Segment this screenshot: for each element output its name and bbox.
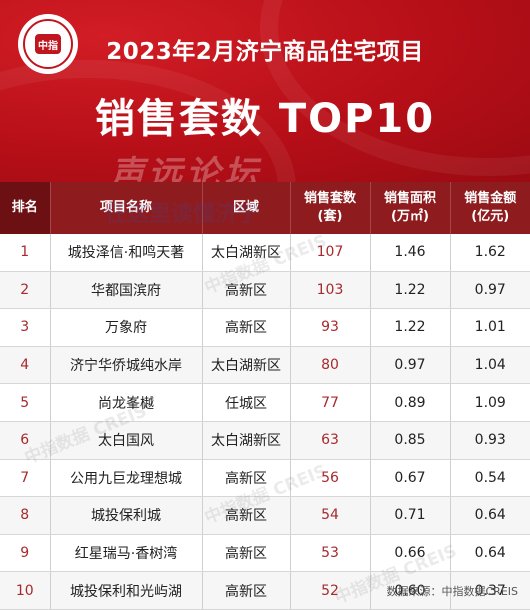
- district-cell: 高新区: [202, 459, 291, 498]
- units-sold-cell: 63: [290, 421, 371, 460]
- table-row: 8 城投保利城 高新区 54 0.71 0.64: [0, 496, 530, 535]
- project-name-cell: 公用九巨龙理想城: [50, 459, 203, 498]
- area-sold-cell: 0.85: [370, 421, 451, 460]
- header-banner: 中指 2023年2月济宁商品住宅项目 销售套数 TOP10 声远论坛: [0, 0, 530, 182]
- units-sold-cell: 77: [290, 383, 371, 422]
- rank-cell: 4: [0, 346, 51, 385]
- area-sold-cell: 1.22: [370, 271, 451, 310]
- district-cell: 高新区: [202, 271, 291, 310]
- project-name-cell: 华都国滨府: [50, 271, 203, 310]
- project-name-cell: 城投泽信·和鸣天著: [50, 234, 203, 272]
- amount-sold-cell: 0.97: [450, 271, 530, 310]
- district-cell: 高新区: [202, 308, 291, 347]
- amount-sold-cell: 1.09: [450, 383, 530, 422]
- logo-ring: 中指: [23, 19, 73, 69]
- rank-cell: 2: [0, 271, 51, 310]
- units-sold-cell: 80: [290, 346, 371, 385]
- title-line1: 2023年2月济宁商品住宅项目: [106, 39, 424, 65]
- project-name-cell: 城投保利城: [50, 496, 203, 535]
- data-source: 数据来源：中指数据CREIS: [386, 585, 519, 598]
- units-sold-cell: 54: [290, 496, 371, 535]
- table-header-row: 排名 项目名称 区域 销售套数 (套) 销售面积 (万㎡) 销售金额 (亿元): [0, 182, 530, 234]
- sales-table: 排名 项目名称 区域 销售套数 (套) 销售面积 (万㎡) 销售金额 (亿元) 1 城投泽信…: [0, 182, 530, 610]
- area-sold-cell: 1.22: [370, 308, 451, 347]
- amount-sold-cell: 1.04: [450, 346, 530, 385]
- project-name-cell: 太白国风: [50, 421, 203, 460]
- rank-cell: 6: [0, 421, 51, 460]
- table-row: 4 济宁华侨城纯水岸 太白湖新区 80 0.97 1.04: [0, 346, 530, 385]
- banner-watermark: 声远论坛: [110, 154, 262, 182]
- column-header: 项目名称: [50, 182, 203, 234]
- project-name-cell: 万象府: [50, 308, 203, 347]
- district-cell: 太白湖新区: [202, 421, 291, 460]
- rank-cell: 7: [0, 459, 51, 498]
- amount-sold-cell: 0.54: [450, 459, 530, 498]
- column-header: 排名: [0, 182, 51, 234]
- units-sold-cell: 107: [290, 234, 371, 272]
- area-sold-cell: 0.66: [370, 534, 451, 573]
- table-row: 9 红星瑞马·香树湾 高新区 53 0.66 0.64: [0, 534, 530, 573]
- amount-sold-cell: 0.64: [450, 534, 530, 573]
- area-sold-cell: 0.71: [370, 496, 451, 535]
- district-cell: 太白湖新区: [202, 346, 291, 385]
- district-cell: 高新区: [202, 534, 291, 573]
- rank-cell: 3: [0, 308, 51, 347]
- column-header: 销售面积 (万㎡): [370, 182, 451, 234]
- units-sold-cell: 52: [290, 571, 371, 610]
- amount-sold-cell: 0.93: [450, 421, 530, 460]
- rank-cell: 10: [0, 571, 51, 610]
- rank-cell: 9: [0, 534, 51, 573]
- units-sold-cell: 53: [290, 534, 371, 573]
- amount-sold-cell: 1.01: [450, 308, 530, 347]
- rank-cell: 1: [0, 234, 51, 272]
- table-row: 2 华都国滨府 高新区 103 1.22 0.97: [0, 271, 530, 310]
- district-cell: 太白湖新区: [202, 234, 291, 272]
- column-header: 销售金额 (亿元): [450, 182, 530, 234]
- amount-sold-cell: 1.62: [450, 234, 530, 272]
- project-name-cell: 济宁华侨城纯水岸: [50, 346, 203, 385]
- table-row: 3 万象府 高新区 93 1.22 1.01: [0, 308, 530, 347]
- table-row: 7 公用九巨龙理想城 高新区 56 0.67 0.54: [0, 459, 530, 498]
- project-name-cell: 红星瑞马·香树湾: [50, 534, 203, 573]
- title-line2: 销售套数 TOP10: [94, 96, 436, 142]
- units-sold-cell: 56: [290, 459, 371, 498]
- column-header: 区域: [202, 182, 291, 234]
- table-row: 5 尚龙峯樾 任城区 77 0.89 1.09: [0, 383, 530, 422]
- rank-cell: 5: [0, 383, 51, 422]
- project-name-cell: 城投保利和光屿湖: [50, 571, 203, 610]
- district-cell: 高新区: [202, 496, 291, 535]
- units-sold-cell: 93: [290, 308, 371, 347]
- units-sold-cell: 103: [290, 271, 371, 310]
- district-cell: 高新区: [202, 571, 291, 610]
- table-body: 1 城投泽信·和鸣天著 太白湖新区 107 1.46 1.62 2 华都国滨府 高新区 103 1.…: [0, 234, 530, 610]
- rank-cell: 8: [0, 496, 51, 535]
- amount-sold-cell: 0.64: [450, 496, 530, 535]
- cia-logo: 中指: [18, 14, 78, 74]
- district-cell: 任城区: [202, 383, 291, 422]
- area-sold-cell: 1.46: [370, 234, 451, 272]
- table-row: 6 太白国风 太白湖新区 63 0.85 0.93: [0, 421, 530, 460]
- project-name-cell: 尚龙峯樾: [50, 383, 203, 422]
- column-header: 销售套数 (套): [290, 182, 371, 234]
- logo-core: 中指: [35, 34, 61, 54]
- area-sold-cell: 0.67: [370, 459, 451, 498]
- area-sold-cell: 0.89: [370, 383, 451, 422]
- area-sold-cell: 0.97: [370, 346, 451, 385]
- table-row: 1 城投泽信·和鸣天著 太白湖新区 107 1.46 1.62: [0, 234, 530, 272]
